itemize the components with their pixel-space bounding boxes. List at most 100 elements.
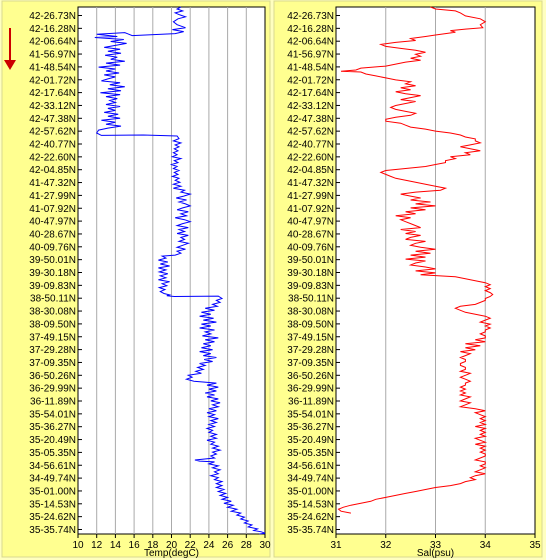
y-tick-label: 42-22.60N — [287, 152, 334, 163]
y-tick-label: 42-57.62N — [287, 127, 334, 138]
y-tick-label: 42-16.28N — [29, 24, 76, 35]
y-tick-label: 36-11.89N — [30, 397, 76, 408]
y-tick-label: 40-47.97N — [287, 217, 334, 228]
y-tick-label: 34-56.61N — [287, 461, 334, 472]
y-tick-label: 42-17.64N — [287, 88, 334, 99]
y-tick-label: 35-05.35N — [287, 448, 334, 459]
x-tick-label: 22 — [185, 540, 197, 551]
x-tick-label: 16 — [129, 540, 141, 551]
y-tick-label: 36-11.89N — [288, 397, 334, 408]
x-tick-label: 30 — [259, 540, 271, 551]
y-tick-label: 41-07.92N — [29, 204, 76, 215]
y-tick-label: 37-49.15N — [29, 332, 76, 343]
x-tick-label: 28 — [241, 540, 253, 551]
salinity-profile-line — [337, 6, 494, 514]
y-tick-label: 39-09.83N — [29, 281, 76, 292]
y-tick-label: 42-17.64N — [29, 88, 76, 99]
y-tick-label: 36-29.99N — [29, 384, 76, 395]
y-tick-label: 38-50.11N — [30, 294, 76, 305]
x-tick-label: 18 — [147, 540, 159, 551]
temperature-profile-line — [94, 6, 266, 535]
y-tick-label: 41-56.97N — [29, 50, 76, 61]
x-tick-label: 24 — [203, 540, 215, 551]
x-tick-label: 20 — [166, 540, 178, 551]
y-tick-label: 35-54.01N — [287, 409, 334, 420]
y-tick-label: 38-30.08N — [29, 307, 76, 318]
y-tick-label: 42-26.73N — [287, 11, 334, 22]
y-tick-label: 39-50.01N — [287, 255, 334, 266]
y-tick-label: 36-50.26N — [287, 371, 334, 382]
y-tick-label: 40-28.67N — [29, 229, 76, 240]
y-tick-label: 35-01.00N — [29, 486, 76, 497]
y-tick-label: 42-40.77N — [29, 140, 76, 151]
y-tick-label: 37-29.28N — [287, 345, 334, 356]
y-tick-label: 42-06.64N — [29, 37, 76, 48]
y-tick-label: 41-27.99N — [287, 191, 334, 202]
x-tick-label: 12 — [91, 540, 103, 551]
y-tick-label: 39-50.01N — [29, 255, 76, 266]
y-tick-label: 35-24.62N — [287, 512, 334, 523]
y-tick-label: 35-24.62N — [29, 512, 76, 523]
y-tick-label: 34-49.74N — [29, 474, 76, 485]
y-tick-label: 35-36.27N — [287, 422, 334, 433]
y-tick-label: 35-35.74N — [287, 525, 334, 536]
y-tick-label: 35-01.00N — [287, 486, 334, 497]
y-tick-label: 37-09.35N — [287, 358, 334, 369]
y-tick-label: 38-50.11N — [288, 294, 334, 305]
y-tick-label: 35-54.01N — [29, 409, 76, 420]
y-tick-label: 34-49.74N — [287, 474, 334, 485]
x-tick-label: 31 — [330, 540, 342, 551]
y-tick-label: 42-01.72N — [29, 75, 76, 86]
y-tick-label: 42-33.12N — [29, 101, 76, 112]
y-tick-label: 40-47.97N — [29, 217, 76, 228]
x-tick-label: 26 — [222, 540, 234, 551]
y-tick-label: 41-47.32N — [287, 178, 334, 189]
y-tick-label: 37-49.15N — [287, 332, 334, 343]
y-tick-label: 41-07.92N — [287, 204, 334, 215]
x-axis-title: Temp(degC) — [144, 548, 199, 559]
y-tick-label: 41-48.54N — [287, 62, 334, 73]
y-tick-label: 39-09.83N — [287, 281, 334, 292]
y-tick-label: 42-01.72N — [287, 75, 334, 86]
y-tick-label: 41-27.99N — [29, 191, 76, 202]
y-tick-label: 34-56.61N — [29, 461, 76, 472]
y-tick-label: 35-36.27N — [29, 422, 76, 433]
y-tick-label: 36-50.26N — [29, 371, 76, 382]
y-tick-label: 42-22.60N — [29, 152, 76, 163]
y-tick-label: 36-29.99N — [287, 384, 334, 395]
y-tick-label: 39-30.18N — [29, 268, 76, 279]
x-tick-label: 14 — [110, 540, 122, 551]
y-tick-label: 37-29.28N — [29, 345, 76, 356]
y-tick-label: 42-47.38N — [29, 114, 76, 125]
y-tick-label: 42-47.38N — [287, 114, 334, 125]
x-tick-label: 34 — [480, 540, 492, 551]
y-tick-label: 35-20.49N — [29, 435, 76, 446]
x-tick-label: 33 — [430, 540, 442, 551]
y-tick-label: 42-04.85N — [287, 165, 334, 176]
y-tick-label: 37-09.35N — [29, 358, 76, 369]
y-tick-label: 35-14.53N — [287, 499, 334, 510]
y-tick-label: 41-48.54N — [29, 62, 76, 73]
y-tick-label: 35-35.74N — [29, 525, 76, 536]
y-tick-label: 35-20.49N — [287, 435, 334, 446]
y-tick-label: 41-56.97N — [287, 50, 334, 61]
x-axis-title: Sal(psu) — [417, 548, 454, 559]
down-arrow-icon-head — [4, 60, 16, 70]
y-tick-label: 40-09.76N — [29, 242, 76, 253]
y-tick-label: 38-09.50N — [287, 319, 334, 330]
y-tick-label: 41-47.32N — [29, 178, 76, 189]
y-tick-label: 42-04.85N — [29, 165, 76, 176]
y-tick-label: 38-09.50N — [29, 319, 76, 330]
y-tick-label: 40-28.67N — [287, 229, 334, 240]
y-tick-label: 38-30.08N — [287, 307, 334, 318]
y-tick-label: 35-05.35N — [29, 448, 76, 459]
y-tick-label: 42-26.73N — [29, 11, 76, 22]
y-tick-label: 42-06.64N — [287, 37, 334, 48]
x-tick-label: 10 — [72, 540, 84, 551]
y-tick-label: 35-14.53N — [29, 499, 76, 510]
y-tick-label: 40-09.76N — [287, 242, 334, 253]
x-tick-label: 32 — [380, 540, 392, 551]
y-tick-label: 42-57.62N — [29, 127, 76, 138]
x-tick-label: 35 — [529, 540, 541, 551]
